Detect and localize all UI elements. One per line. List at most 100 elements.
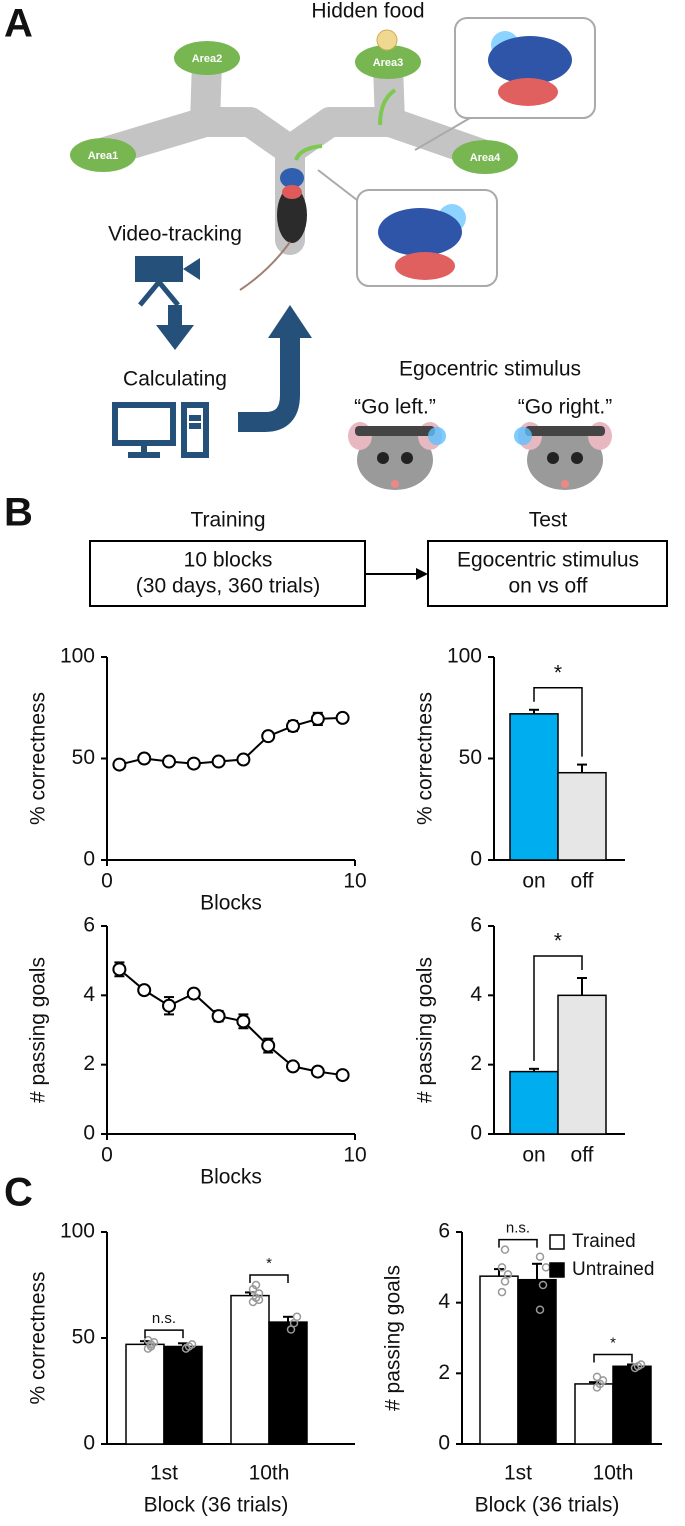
data-point [503,1270,513,1279]
step-label: Video-tracking [108,223,242,246]
tail [239,241,291,291]
significance-bracket [533,687,583,757]
bar [509,713,559,861]
y-tick-label: 0 [83,1122,95,1145]
marker [162,754,176,769]
y-tick-label: 6 [438,1220,450,1243]
marker [186,986,201,1001]
data-point [592,1372,602,1382]
y-axis-title: # passing goals [414,957,437,1103]
y-axis-title: % correctness [414,692,437,825]
headset [488,36,572,84]
area-label: Area1 [88,150,119,162]
y-tick-label: 50 [72,1326,95,1349]
bar [509,1070,559,1135]
marker [261,1038,276,1053]
x-axis-title: Blocks [200,1166,262,1189]
y-tick-label: 4 [83,983,95,1006]
marker [211,754,226,769]
y-tick-label: 6 [470,914,482,937]
phase-text: (30 days, 360 trials) [136,575,320,598]
computer [112,402,209,458]
maze [90,47,500,255]
x-tick-label: off [571,1144,594,1167]
data-point [497,1287,507,1297]
y-tick-label: 100 [447,645,482,668]
bar [517,1278,557,1445]
y-tick-label: 2 [83,1052,95,1075]
phase-title: Test [529,509,568,532]
panel-label: C [4,1171,33,1215]
x-axis-title: Block (36 trials) [144,1494,289,1517]
headset [395,252,455,280]
camera [135,256,200,307]
y-tick-label: 6 [83,914,95,937]
significance-label: * [266,1255,272,1272]
data-point [500,1277,510,1286]
panel-label: A [4,2,33,46]
y-tick-label: 0 [83,1432,95,1455]
area-label: Area2 [192,53,223,65]
area-label: Area4 [470,152,501,164]
arrow [294,144,323,161]
data-point [251,1280,261,1290]
significance-label: n.s. [152,1310,176,1327]
data-point [187,1340,197,1349]
y-tick-label: 0 [438,1432,450,1455]
data-point [146,1342,156,1351]
marker [211,1009,226,1024]
significance-bracket [498,1238,538,1248]
data-point [500,1245,510,1254]
step-label: Calculating [123,368,227,391]
data-point [538,1280,548,1290]
mouse [277,187,307,243]
area [355,45,421,79]
significance-label: * [610,1334,616,1351]
area-label: Area3 [373,57,404,69]
y-tick-label: 100 [60,1220,95,1243]
y-tick-label: 0 [470,848,482,871]
data-point [535,1252,545,1261]
marker [236,752,251,767]
area [174,41,240,75]
data-point [541,1263,551,1272]
legend-swatch [549,1262,565,1278]
bar [557,994,607,1135]
significance-label: n.s. [506,1220,530,1237]
x-tick-label: on [522,1144,545,1167]
marker [112,962,127,977]
phase-arrow [416,568,428,580]
data-point [497,1263,507,1272]
headset [378,208,462,256]
feedback-arrow [268,305,312,338]
marker [310,1064,325,1079]
mouse-head [348,422,612,490]
callout-line [414,117,471,151]
x-tick-label: 1st [150,1462,178,1485]
legend-swatch [549,1234,565,1250]
marker [162,998,176,1013]
bar [163,1345,203,1445]
bar [230,1294,270,1445]
data-point [292,1312,302,1322]
marker [335,1068,350,1083]
x-tick-label: 0 [101,870,113,893]
y-tick-label: 2 [470,1052,482,1075]
feedback-arrow [238,335,300,432]
marker [137,983,152,998]
marker [286,719,300,734]
marker [261,729,276,744]
area [452,140,518,174]
line [118,968,343,1077]
significance-bracket [533,955,583,1061]
significance-bracket [144,1329,184,1339]
significance-bracket [593,1353,633,1363]
arrow [378,88,397,126]
data-point [598,1376,608,1385]
bar [574,1383,614,1445]
data-point [254,1295,264,1305]
y-tick-label: 4 [470,983,482,1006]
area [70,138,136,172]
marker [310,711,325,726]
x-tick-label: 10th [593,1462,634,1485]
